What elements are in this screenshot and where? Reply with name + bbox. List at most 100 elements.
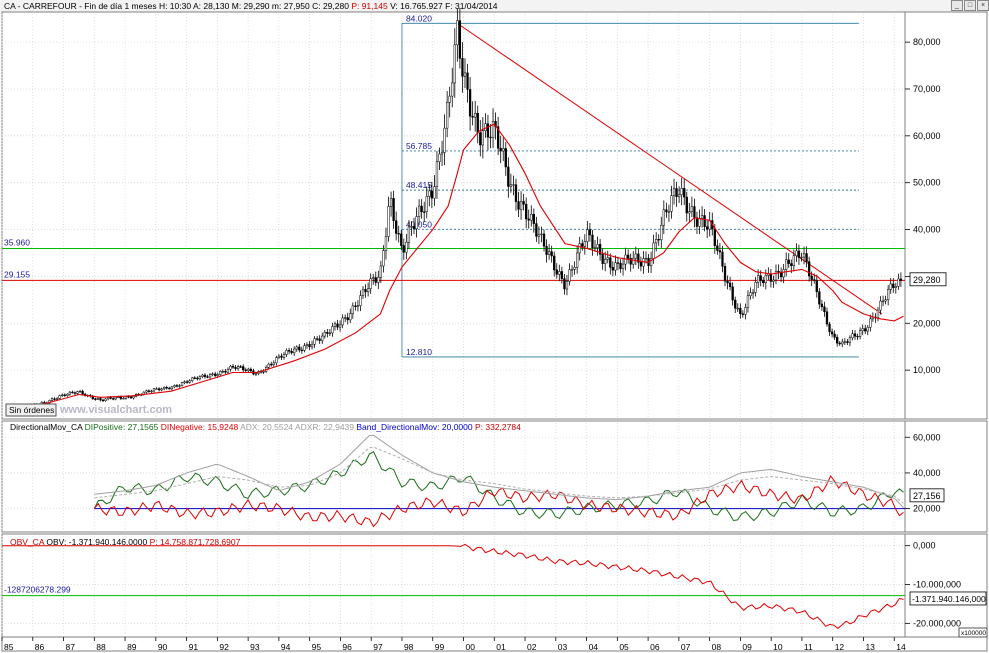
price-candle (688, 211, 691, 214)
time-tick-label: 13 (865, 642, 875, 652)
price-candle (718, 250, 722, 253)
price-candle (632, 257, 635, 265)
price-candle (114, 396, 117, 400)
price-tick-label: 70,000 (913, 84, 941, 94)
price-candle (359, 295, 362, 306)
price-candle (272, 362, 275, 365)
price-candle (351, 305, 354, 314)
price-candle (853, 333, 857, 337)
price-candle (354, 305, 357, 307)
time-tick-label: 96 (342, 642, 352, 652)
price-candle (596, 244, 599, 248)
price-candle (55, 398, 59, 400)
time-tick-label: 95 (312, 642, 322, 652)
dm-legend-item: DIPositive: 27,1565 (85, 422, 161, 432)
price-candle (532, 213, 535, 224)
price-candle (563, 278, 566, 290)
price-candle (405, 242, 408, 253)
price-candle (665, 209, 668, 213)
price-candle (509, 184, 513, 187)
price-candle (813, 279, 816, 281)
dm-series-adxr (94, 446, 904, 504)
time-tick-label: 91 (189, 642, 199, 652)
price-candle (782, 269, 785, 278)
price-candle (323, 331, 326, 337)
price-candle (744, 307, 747, 315)
price-candle (364, 289, 367, 293)
price-candle (76, 391, 79, 394)
price-candle (400, 233, 403, 246)
price-candle (583, 241, 586, 247)
sin-ordenes-button[interactable]: Sin órdenes (5, 403, 57, 417)
price-candle (547, 251, 551, 255)
price-candle (101, 399, 105, 402)
price-candle (537, 234, 541, 237)
time-tick-label: 12 (835, 642, 845, 652)
header-stat: C: 29,280 (312, 1, 351, 11)
price-candle (637, 253, 640, 263)
time-tick-label: 99 (435, 642, 445, 652)
price-candle (417, 205, 421, 217)
obv-legend-item: OBV_CA (10, 537, 46, 547)
price-candle (683, 188, 686, 198)
price-candle (555, 269, 558, 275)
price-candle (71, 391, 74, 394)
price-candle (876, 309, 880, 319)
price-candle (280, 355, 283, 358)
price-candle (892, 283, 895, 288)
price-candle (338, 324, 342, 328)
time-tick-label: 02 (527, 642, 537, 652)
price-candle (836, 336, 839, 344)
price-candle (764, 275, 767, 284)
price-candle (300, 349, 303, 352)
price-candle (553, 255, 556, 271)
price-candle (848, 337, 852, 343)
price-candle (660, 224, 663, 241)
dm-legend-item: P: 332,2784 (475, 422, 521, 432)
maximize-button[interactable]: □ (964, 0, 976, 11)
price-candle (897, 278, 900, 287)
minimize-button[interactable]: _ (951, 0, 963, 11)
price-candle (160, 388, 163, 391)
price-candle (275, 357, 278, 364)
price-candle (147, 390, 151, 392)
header-stat: F: 31/04/2014 (445, 1, 498, 11)
price-candle (833, 333, 836, 338)
price-candle (864, 328, 867, 332)
price-candle (578, 243, 581, 254)
price-candle (191, 377, 194, 381)
price-candle (502, 148, 505, 152)
price-candle (884, 299, 887, 302)
price-candle (458, 20, 462, 59)
scale-factor-button[interactable]: x100000 (958, 627, 988, 638)
price-candle (734, 299, 737, 309)
price-tick-label: 50,000 (913, 178, 941, 188)
header-stat: H: 10:30 (159, 1, 193, 11)
price-candle (423, 211, 426, 213)
time-tick-label: 86 (35, 642, 45, 652)
price-candle (769, 273, 773, 282)
price-tick-label: 20,000 (913, 318, 941, 328)
price-tick-label: 80,000 (913, 37, 941, 47)
price-candle (601, 254, 604, 264)
price-candle (145, 390, 148, 393)
price-candle (504, 148, 507, 168)
price-tick-label: 10,000 (913, 365, 941, 375)
price-candle (106, 397, 110, 400)
price-candle (231, 365, 235, 368)
last-price-box (909, 272, 947, 287)
price-candle (249, 368, 253, 372)
price-candle (731, 286, 734, 301)
price-candle (512, 184, 515, 186)
price-candle (155, 388, 158, 390)
price-candle (542, 233, 546, 247)
price-candle (341, 317, 344, 326)
price-candle (558, 271, 561, 275)
dm-series-adx (94, 434, 904, 508)
close-button[interactable]: × (977, 0, 989, 11)
price-candle (270, 363, 273, 366)
price-candle (573, 267, 576, 270)
fib-level-label: 48.415 (406, 180, 432, 190)
price-candle (739, 307, 742, 315)
